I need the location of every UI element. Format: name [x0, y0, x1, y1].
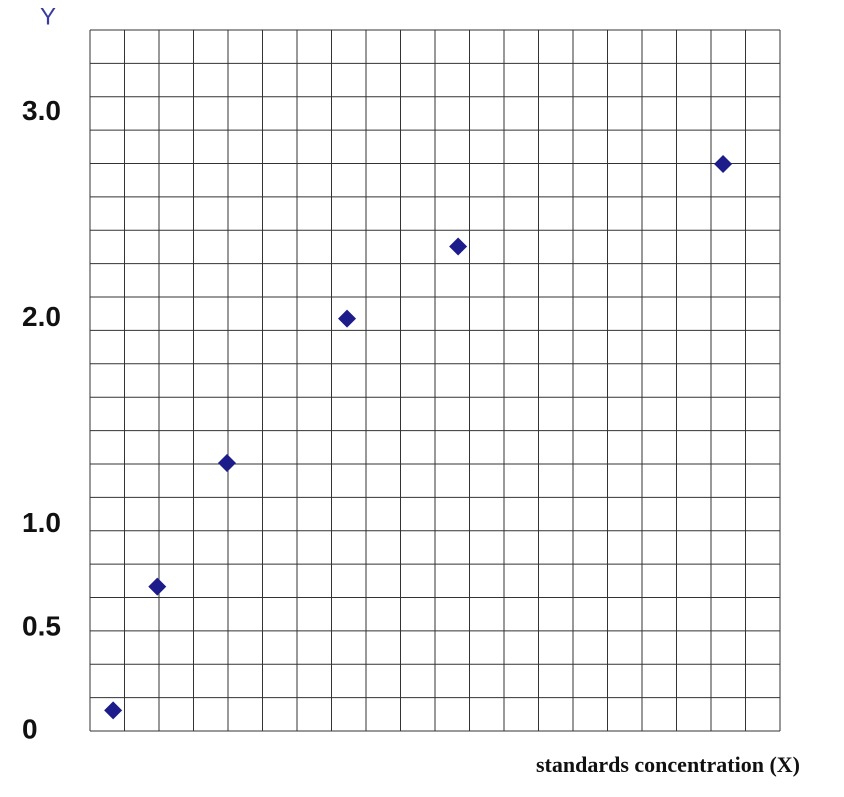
y-tick-label: 2.0	[22, 301, 61, 332]
data-point	[148, 577, 167, 596]
data-point	[217, 453, 236, 472]
data-point	[714, 155, 733, 174]
y-tick-label: 0.5	[22, 610, 61, 641]
y-tick-label: 0	[22, 713, 38, 744]
y-tick-label: 3.0	[22, 95, 61, 126]
y-axis-label: Y	[40, 3, 56, 30]
data-point	[449, 237, 468, 256]
y-tick-label: 1.0	[22, 507, 61, 538]
x-axis-label: standards concentration (X)	[536, 752, 800, 777]
data-point	[104, 701, 123, 720]
data-point	[338, 309, 357, 328]
